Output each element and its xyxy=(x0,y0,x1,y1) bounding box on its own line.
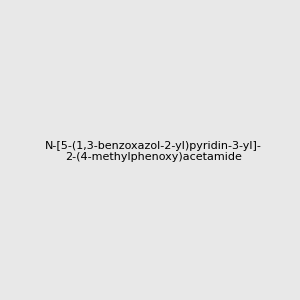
Text: N-[5-(1,3-benzoxazol-2-yl)pyridin-3-yl]-
2-(4-methylphenoxy)acetamide: N-[5-(1,3-benzoxazol-2-yl)pyridin-3-yl]-… xyxy=(45,141,262,162)
